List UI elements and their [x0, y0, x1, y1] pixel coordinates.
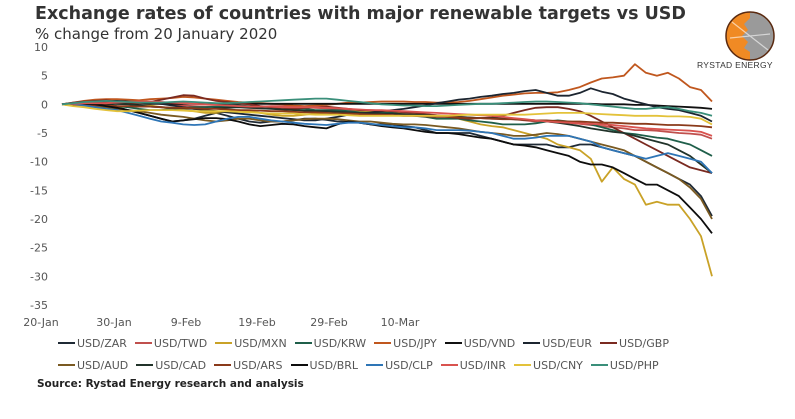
source-note: Source: Rystad Energy research and analy…	[37, 378, 304, 390]
globe-logo-icon	[725, 11, 775, 61]
legend-item: USD/JPY	[374, 337, 437, 350]
chart-title: Exchange rates of countries with major r…	[35, 4, 686, 24]
legend-label: USD/PHP	[609, 358, 659, 372]
legend-label: USD/VND	[463, 336, 516, 350]
legend-item: USD/BRL	[290, 358, 359, 372]
legend-swatch	[58, 342, 75, 344]
series-line-usd-zar	[61, 101, 713, 217]
legend-label: USD/ZAR	[77, 336, 127, 350]
legend-item: USD/INR	[440, 358, 507, 372]
y-tick-label: -10	[30, 156, 48, 169]
legend-swatch	[294, 342, 312, 344]
logo-text: RYSTAD ENERGY	[697, 60, 773, 70]
legend-item: USD/CLP	[366, 359, 433, 372]
legend-item: USD/PHP	[590, 358, 659, 372]
legend-item: USD/CAD	[136, 359, 206, 372]
legend-label: USD/CNY	[533, 358, 583, 372]
legend-swatch	[366, 364, 384, 366]
legend-item: USD/ZAR	[58, 337, 127, 350]
legend-swatch	[215, 342, 233, 344]
series-line-usd-clp	[61, 102, 713, 174]
legend-swatch	[290, 364, 308, 366]
legend-item: USD/KRW	[294, 336, 367, 350]
legend-label: USD/MXN	[234, 336, 287, 350]
legend-swatch	[440, 364, 458, 366]
x-tick-label: 20-Jan	[23, 316, 59, 329]
legend-item: USD/TWD	[134, 336, 208, 350]
legend: USD/ZAR USD/TWD USD/MXN USD/KRW USD/JPY USD/V…	[58, 332, 678, 376]
x-tick-label: 10-Mar	[381, 316, 420, 329]
y-tick-label: -5	[37, 127, 48, 140]
legend-swatch	[514, 364, 532, 366]
x-tick-label: 30-Jan	[96, 316, 132, 329]
y-tick-label: -20	[30, 213, 48, 226]
y-tick-label: 10	[34, 41, 48, 54]
y-tick-label: -15	[30, 184, 48, 197]
legend-label: USD/TWD	[153, 336, 208, 350]
legend-row: USD/ZAR USD/TWD USD/MXN USD/KRW USD/JPY USD/V…	[58, 332, 678, 354]
series-line-usd-brl	[61, 102, 713, 234]
y-tick-label: -25	[30, 242, 48, 255]
legend-swatch	[136, 364, 154, 366]
legend-swatch	[58, 364, 75, 366]
series-line-usd-php	[61, 97, 713, 117]
legend-item: USD/EUR	[523, 337, 592, 350]
legend-swatch	[214, 364, 232, 366]
legend-label: USD/CAD	[155, 358, 207, 372]
series-line-usd-aud	[61, 103, 713, 220]
series-line-usd-cny	[61, 103, 713, 126]
legend-item: USD/MXN	[215, 336, 287, 350]
y-tick-label: -30	[30, 270, 48, 283]
chart-subtitle: % change from 20 January 2020	[35, 25, 278, 43]
legend-swatch	[374, 342, 392, 344]
legend-swatch	[444, 342, 462, 344]
legend-item: USD/VND	[444, 336, 516, 350]
y-tick-label: -35	[30, 299, 48, 312]
legend-label: USD/KRW	[313, 336, 367, 350]
legend-label: USD/BRL	[309, 358, 359, 372]
y-tick-label: 0	[41, 98, 48, 111]
x-tick-label: 9-Feb	[171, 316, 201, 329]
legend-label: USD/CLP	[385, 358, 433, 372]
legend-label: USD/EUR	[542, 336, 593, 350]
y-tick-label: 5	[41, 70, 48, 83]
legend-item: USD/AUD	[58, 359, 128, 372]
legend-label: USD/ARS	[233, 358, 283, 372]
legend-swatch	[523, 342, 541, 344]
x-tick-label: 19-Feb	[238, 316, 275, 329]
legend-item: USD/ARS	[214, 358, 283, 372]
legend-label: USD/GBP	[619, 336, 669, 350]
legend-label: USD/JPY	[393, 336, 437, 350]
x-tick-label: 29-Feb	[310, 316, 347, 329]
legend-swatch	[590, 364, 608, 366]
legend-item: USD/GBP	[600, 337, 669, 350]
legend-swatch	[134, 342, 152, 344]
legend-item: USD/CNY	[514, 359, 583, 372]
legend-swatch	[600, 342, 618, 344]
legend-row: USD/AUD USD/CAD USD/ARS USD/BRL USD/CLP USD/I…	[58, 354, 678, 376]
legend-label: USD/AUD	[77, 358, 129, 372]
legend-label: USD/INR	[459, 358, 507, 372]
